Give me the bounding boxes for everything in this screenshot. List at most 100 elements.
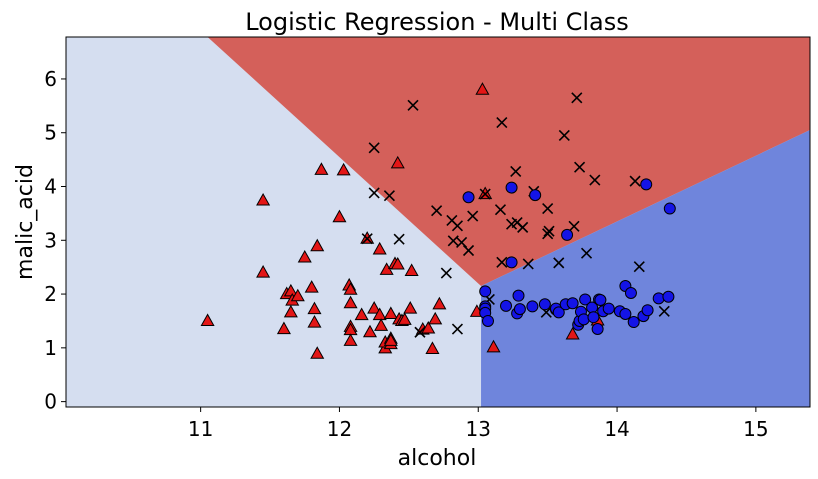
- circle-point: [538, 298, 551, 311]
- triangle-point: [354, 307, 369, 321]
- triangle-point: [372, 307, 387, 321]
- circle-point: [566, 297, 579, 310]
- triangle-point: [397, 312, 412, 325]
- y-tick-label: 5: [44, 121, 57, 145]
- y-tick-label: 3: [44, 228, 57, 252]
- triangle-point: [310, 346, 325, 359]
- circle-point: [479, 285, 492, 298]
- cross-point: [368, 187, 380, 199]
- cross-point: [542, 228, 554, 240]
- triangle-point: [404, 263, 419, 276]
- circle-point: [594, 293, 607, 306]
- circle-point: [512, 289, 525, 302]
- cross-point: [368, 142, 380, 154]
- triangle-point: [432, 296, 447, 310]
- cross-point: [496, 256, 508, 268]
- circle-point: [640, 178, 653, 191]
- y-tick-label: 4: [44, 175, 57, 199]
- cross-point: [383, 190, 395, 202]
- cross-point: [571, 92, 583, 104]
- circle-point: [624, 286, 637, 299]
- y-tick-label: 1: [44, 336, 57, 360]
- circle-point: [561, 228, 574, 241]
- y-axis: 0 1 2 3 4 5 6: [44, 67, 66, 414]
- triangle-point: [486, 339, 501, 353]
- region-right: [481, 130, 810, 408]
- triangle-point: [383, 306, 398, 320]
- x-axis-label: alcohol: [398, 446, 477, 471]
- triangle-point: [367, 301, 382, 314]
- cross-point: [574, 161, 586, 173]
- x-tick-label: 12: [327, 417, 352, 441]
- triangle-point: [343, 282, 358, 295]
- triangle-point: [283, 304, 298, 318]
- cross-point: [440, 267, 452, 279]
- region-top: [207, 37, 810, 286]
- cross-point: [658, 305, 670, 317]
- cross-point: [580, 247, 593, 259]
- cross-point: [568, 220, 580, 232]
- chart-title: Logistic Regression - Multi Class: [245, 8, 629, 36]
- cross-point: [589, 174, 601, 186]
- circle-point: [505, 256, 518, 269]
- triangle-point: [475, 82, 490, 95]
- circle-point: [652, 292, 665, 305]
- x-tick-label: 14: [604, 417, 629, 441]
- circle-point: [641, 304, 654, 317]
- cross-point: [414, 326, 426, 338]
- triangle-point: [390, 155, 405, 169]
- x-tick-label: 15: [743, 417, 768, 441]
- cross-point: [462, 244, 475, 257]
- triangle-point: [428, 311, 443, 325]
- cross-point: [467, 210, 479, 222]
- circle-point: [627, 316, 640, 329]
- cross-point: [361, 233, 373, 245]
- cross-point: [629, 175, 641, 187]
- circle-point: [513, 303, 526, 316]
- data-markers: [200, 82, 676, 359]
- y-tick-label: 0: [44, 390, 57, 414]
- triangle-point: [343, 333, 358, 346]
- cross-point: [558, 129, 570, 141]
- x-tick-label: 13: [466, 417, 491, 441]
- triangle-point: [276, 321, 291, 335]
- decision-regions: [66, 37, 810, 408]
- triangle-point: [383, 333, 398, 346]
- cross-point: [522, 258, 534, 270]
- triangle-point: [403, 301, 418, 314]
- circle-point: [663, 202, 676, 215]
- circle-point: [591, 323, 604, 336]
- y-tick-label: 6: [44, 67, 57, 91]
- triangle-point: [336, 162, 351, 176]
- triangle-point: [343, 295, 358, 309]
- circle-point: [529, 189, 542, 202]
- circle-point: [619, 307, 632, 320]
- y-axis-label: malic_acid: [13, 164, 38, 280]
- triangle-point: [256, 265, 271, 278]
- y-tick-label: 2: [44, 282, 57, 306]
- x-axis: 11 12 13 14 15: [188, 407, 769, 441]
- cross-point: [496, 116, 508, 129]
- triangle-point: [307, 301, 322, 315]
- cross-point: [407, 99, 419, 111]
- cross-point: [553, 257, 565, 269]
- cross-point: [510, 165, 522, 178]
- triangle-point: [304, 280, 319, 293]
- cross-point: [451, 220, 463, 232]
- triangle-point: [200, 313, 215, 327]
- triangle-point: [256, 192, 271, 206]
- circle-point: [505, 181, 518, 194]
- circle-point: [462, 191, 475, 204]
- triangle-point: [290, 288, 305, 302]
- cross-point: [451, 323, 463, 335]
- triangle-point: [425, 341, 440, 354]
- triangle-point: [314, 162, 329, 175]
- circle-point: [577, 313, 590, 326]
- circle-point: [481, 314, 494, 327]
- triangle-point: [372, 241, 387, 255]
- cross-point: [431, 205, 443, 217]
- triangle-point: [310, 238, 325, 252]
- circle-point: [552, 306, 565, 319]
- plot-frame: [65, 36, 811, 408]
